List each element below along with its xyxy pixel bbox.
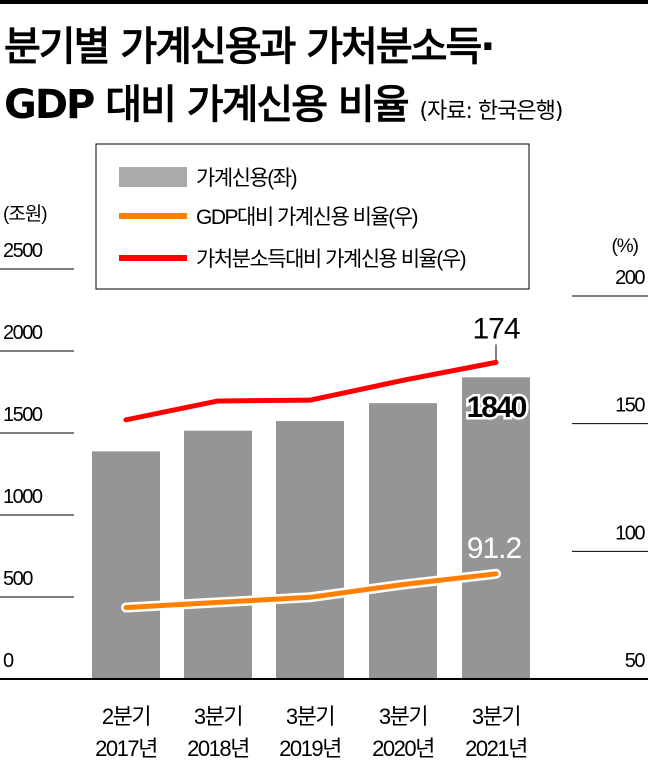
left-tick-label: 0 [3, 650, 14, 672]
x-tick-label-quarter: 3분기 [472, 704, 520, 729]
bar-household-credit [184, 430, 252, 679]
chart-title-line1: 분기별 가계신용과 가처분소득· [4, 24, 495, 70]
left-tick-label: 500 [3, 568, 33, 590]
title-text: GDP 대비 가계신용 비율 [4, 82, 410, 128]
source-note: (자료: 한국은행) [419, 99, 563, 124]
legend-swatch [119, 167, 187, 187]
x-tick-label-year: 2021년 [465, 736, 527, 761]
bar-household-credit [462, 377, 530, 679]
line-income-ratio [123, 359, 499, 423]
left-tick-label: 1000 [3, 486, 43, 508]
line-gdp-ratio [123, 571, 499, 611]
left-tick-label: 2500 [3, 240, 43, 262]
left-tick-label: 1500 [3, 404, 43, 426]
x-tick-label-year: 2018년 [187, 736, 249, 761]
right-tick-label: 50 [625, 650, 646, 672]
x-tick-label-year: 2017년 [95, 736, 157, 761]
bar-household-credit [369, 403, 437, 679]
x-tick-label-quarter: 3분기 [194, 704, 242, 729]
x-tick-label-year: 2019년 [279, 736, 341, 761]
legend-label: 가계신용(좌) [196, 167, 297, 190]
left-tick-label: 2000 [3, 322, 43, 344]
left-axis-unit: (조원) [3, 203, 47, 225]
income-data-label: 174 [472, 312, 519, 345]
bar-household-credit [92, 451, 160, 679]
legend-label: GDP대비 가계신용 비율(우) [196, 206, 418, 229]
x-tick-label-year: 2020년 [372, 736, 434, 761]
right-tick-label: 150 [615, 395, 645, 417]
legend-label: 가처분소득대비 가계신용 비율(우) [196, 248, 466, 271]
gdp-data-label: 91.2 [467, 532, 522, 565]
right-tick-label: 100 [615, 522, 645, 544]
right-axis-unit: (%) [611, 236, 638, 257]
x-tick-label-quarter: 2분기 [102, 704, 150, 729]
legend-swatch [119, 213, 187, 219]
bar-data-label: 1840 [467, 391, 527, 424]
legend-swatch [119, 255, 187, 261]
bar-household-credit [276, 421, 344, 679]
x-tick-label-quarter: 3분기 [379, 704, 427, 729]
right-tick-label: 200 [615, 267, 645, 289]
top-rule [0, 0, 648, 4]
x-tick-label-quarter: 3분기 [286, 704, 334, 729]
chart-title-line2: GDP 대비 가계신용 비율 (자료: 한국은행) [4, 72, 563, 130]
